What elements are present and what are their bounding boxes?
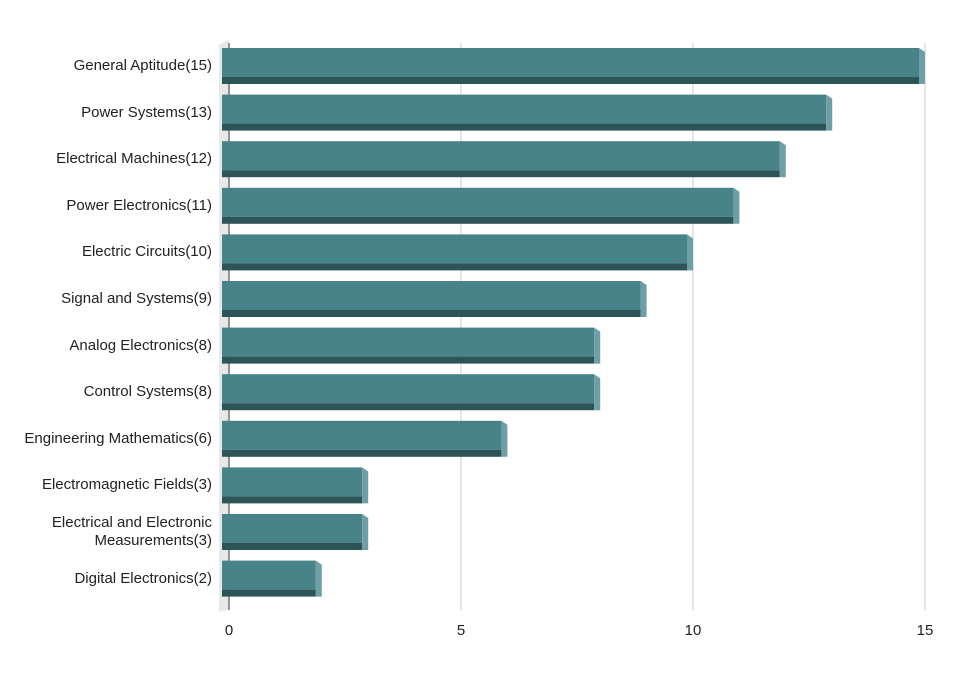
bar — [222, 327, 595, 357]
x-tick-label: 10 — [685, 622, 702, 639]
bar-bottom — [222, 496, 363, 504]
x-tick-label: 5 — [457, 622, 465, 639]
y-tick-label: Engineering Mathematics(6) — [24, 429, 212, 447]
bar-end — [362, 467, 369, 504]
y-tick-label: Analog Electronics(8) — [69, 336, 212, 354]
x-tick-label: 0 — [225, 622, 233, 639]
bar-end — [501, 420, 508, 457]
y-tick-label: Electrical and Electronic Measurements(3… — [51, 514, 212, 549]
y-tick-label: Power Electronics(11) — [66, 196, 212, 214]
y-tick-label: Electric Circuits(10) — [81, 243, 212, 261]
bar-bottom — [222, 123, 827, 131]
bar — [222, 374, 595, 404]
bar-bottom — [222, 263, 687, 271]
bar-end — [779, 141, 786, 178]
bar-end — [687, 234, 693, 271]
y-tick-label: General Aptitude(15) — [73, 57, 212, 74]
bar — [222, 141, 780, 171]
bar-bottom — [222, 543, 363, 550]
bar-bottom — [222, 216, 734, 224]
bar — [222, 94, 827, 124]
bar — [222, 514, 363, 543]
bar — [222, 420, 502, 450]
bar-bottom — [222, 310, 641, 317]
bar — [222, 187, 734, 217]
bar-end — [594, 374, 601, 411]
bar-end — [733, 187, 740, 224]
bar-bottom — [222, 77, 919, 84]
bar-bottom — [222, 589, 316, 597]
bar-end — [826, 94, 833, 131]
bar — [222, 281, 641, 310]
y-tick-label: Control Systems(8) — [83, 383, 212, 401]
x-tick-label: 15 — [917, 622, 934, 639]
y-tick-label: Signal and Systems(9) — [61, 290, 212, 307]
bar-end — [362, 514, 369, 550]
y-tick-label: Power Systems(13) — [81, 103, 212, 121]
bar — [222, 467, 363, 497]
bar-bottom — [222, 403, 595, 411]
bar-bottom — [222, 449, 502, 457]
bar — [222, 48, 919, 77]
y-tick-label: Electrical Machines(12) — [56, 150, 212, 168]
bar-end — [640, 281, 647, 317]
bar — [222, 234, 687, 264]
bar — [222, 560, 316, 590]
y-tick-label: Digital Electronics(2) — [74, 569, 212, 587]
bar-end — [594, 327, 601, 364]
bar-bottom — [222, 170, 780, 178]
bar-bottom — [222, 356, 595, 364]
bar-end — [919, 48, 925, 84]
bar-end — [315, 560, 322, 597]
y-tick-label: Electromagnetic Fields(3) — [41, 476, 212, 494]
